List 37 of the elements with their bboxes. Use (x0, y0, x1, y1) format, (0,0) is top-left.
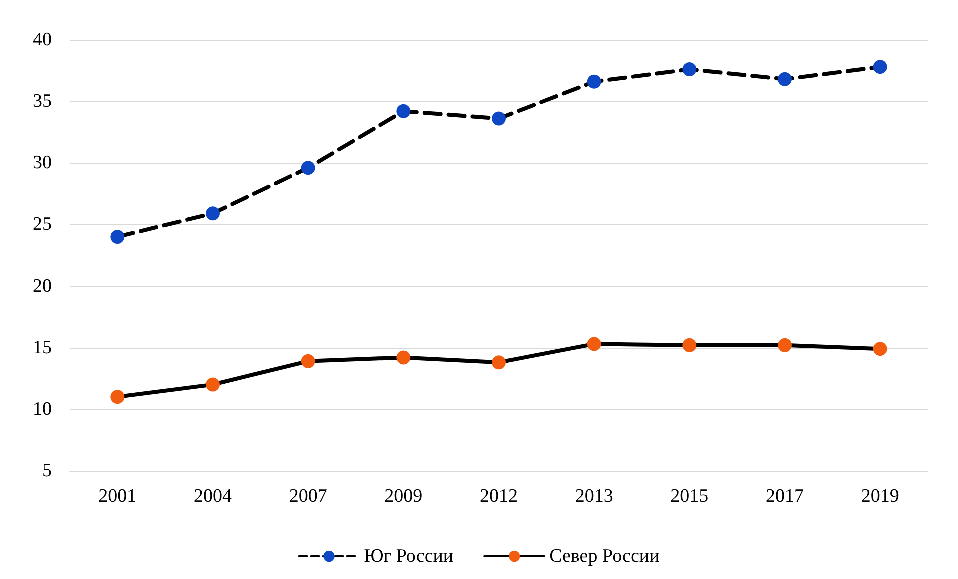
x-tick-label: 2007 (289, 486, 328, 507)
point (206, 206, 220, 221)
point (110, 390, 125, 404)
point (778, 338, 792, 352)
y-tick-label: 10 (33, 398, 52, 420)
y-tick-label: 5 (42, 460, 52, 482)
x-tick-label: 2004 (194, 486, 232, 507)
point (301, 354, 316, 368)
x-tick-label: 2017 (766, 486, 804, 507)
x-tick-label: 2012 (480, 486, 518, 507)
y-tick-label: 15 (33, 337, 52, 358)
point (301, 161, 316, 176)
point (873, 342, 888, 356)
x-tick-label: 2019 (861, 486, 900, 507)
y-tick-label: 35 (33, 91, 52, 112)
point (492, 112, 506, 126)
x-tick-label: 2001 (98, 486, 137, 507)
point (873, 60, 888, 74)
point (396, 350, 411, 365)
y-tick-label: 40 (33, 30, 52, 50)
x-tick-label: 2013 (575, 486, 614, 507)
point (587, 337, 602, 352)
x-tick-label: 2009 (384, 486, 423, 507)
y-tick-label: 30 (33, 152, 52, 174)
point (682, 338, 697, 352)
point (492, 356, 506, 370)
y-tick-label: 20 (33, 276, 52, 297)
y-tick-label: 25 (33, 214, 52, 236)
x-tick-label: 2015 (670, 486, 709, 507)
legend-label: Юг России (364, 546, 454, 567)
point (396, 104, 411, 118)
point (206, 378, 220, 392)
legend-label: Север России (550, 546, 660, 567)
point (587, 74, 602, 89)
point (682, 62, 697, 77)
point (110, 230, 125, 244)
point (778, 72, 792, 86)
